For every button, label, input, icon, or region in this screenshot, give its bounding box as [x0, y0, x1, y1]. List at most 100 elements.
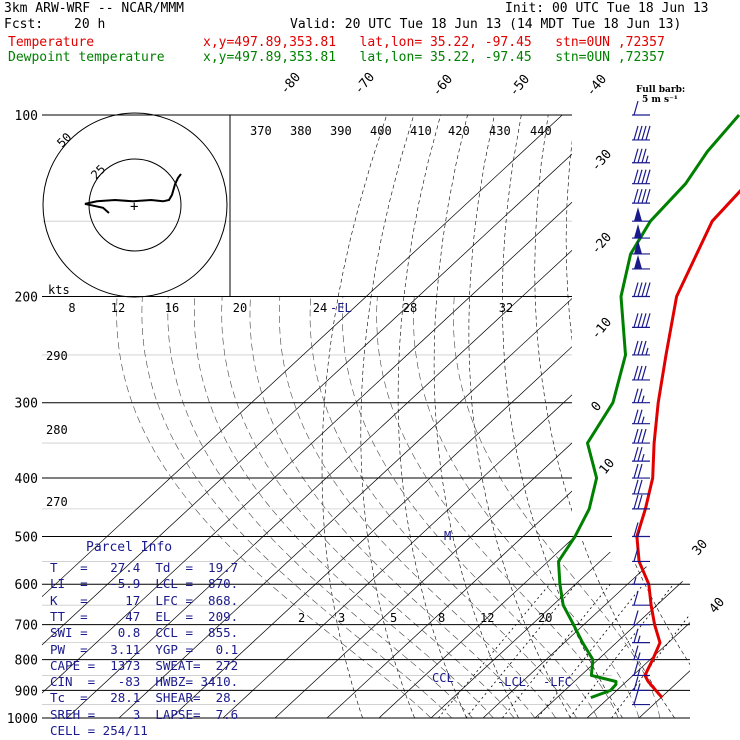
isotherm-line [42, 115, 563, 718]
hodograph-trace [84, 173, 182, 214]
wind-barb [632, 610, 650, 626]
wind-barb [632, 239, 650, 255]
isotherm-line [42, 115, 667, 718]
moist-adiabat-line [279, 296, 557, 718]
valid-time: Valid: 20 UTC Tue 18 Jun 13 (14 MDT Tue … [290, 17, 682, 32]
temperature-location: x,y=497.89,353.81 lat,lon= 35.22, -97.45… [203, 35, 665, 50]
wind-barb [632, 591, 650, 606]
mixing-ratio-label: 2 [298, 611, 305, 625]
theta-label: 420 [448, 124, 470, 138]
isotherm-tick-label: -50 [507, 72, 534, 100]
isotherm-tick-label: -70 [352, 70, 379, 98]
moist-adiabat-line [453, 296, 661, 718]
mixing-ratio-label: 8 [438, 611, 445, 625]
pressure-tick-label: 400 [15, 472, 38, 487]
init-time: Init: 00 UTC Tue 18 Jun 13 [505, 1, 709, 16]
isotherm-line [222, 115, 690, 718]
mixing-ratio-label: 12 [480, 611, 494, 625]
pressure-tick-label: 1000 [7, 712, 38, 727]
speed-scale-label: 8 [68, 301, 75, 315]
speed-scale-label: 28 [403, 301, 417, 315]
isotherm-tick-label: -40 [584, 72, 611, 100]
theta-label: 290 [46, 349, 68, 363]
parcel-info-row: CIN = -83 HWBZ= 3410. [50, 674, 239, 690]
mixing-ratio-label: 3 [338, 611, 345, 625]
isotherm-tick-label: -60 [430, 72, 457, 100]
theta-label: 270 [46, 495, 68, 509]
isotherm-line [482, 115, 690, 718]
pressure-tick-label: 900 [15, 684, 38, 699]
hodograph-ring [42, 112, 228, 298]
parcel-info-row: SWI = 0.8 CCL = 855. [50, 625, 239, 641]
isotherm-line [378, 115, 690, 718]
pressure-tick-label: 700 [15, 619, 38, 634]
theta-label: 370 [250, 124, 272, 138]
level-marker-label: -LCL [497, 675, 526, 689]
wind-barb [632, 479, 650, 495]
wind-barb [632, 446, 650, 462]
barb-legend-title: Full barb: [636, 85, 686, 95]
theta-label: 440 [530, 124, 552, 138]
isotherm-line [170, 115, 690, 718]
parcel-info-title: Parcel Info [86, 540, 173, 555]
dry-adiabat-line [397, 115, 467, 718]
wind-barb [632, 409, 650, 425]
dry-adiabat-line [468, 115, 571, 718]
theta-label: 380 [290, 124, 312, 138]
isotherm-tick-label: 10 [597, 456, 619, 478]
pressure-tick-label: 100 [15, 109, 38, 124]
forecast-hours: 20 h [74, 17, 106, 32]
parcel-info-row: K = 17 LFC = 868. [50, 592, 239, 608]
isotherm-tick-label: 30 [690, 537, 712, 559]
parcel-info-row: TT = 47 EL = 209. [50, 608, 239, 624]
isotherm-tick-label: -80 [278, 70, 305, 98]
pressure-tick-label: 800 [15, 654, 38, 669]
speed-scale-label: 20 [233, 301, 247, 315]
isotherm-line [430, 115, 690, 718]
parcel-info-row: CAPE = 1373 SWEAT= 272 [50, 657, 239, 673]
wind-barb [632, 313, 651, 328]
parcel-info-row: PW = 3.11 YGP = 0.1 [50, 641, 239, 657]
mixing-ratio-line [537, 583, 644, 718]
speed-scale-label: 12 [111, 301, 125, 315]
wind-barb [632, 522, 650, 538]
isotherm-line [42, 115, 615, 718]
dry-adiabat-line [321, 115, 387, 718]
wind-barb [632, 254, 650, 270]
speed-scale-label: 24 [313, 301, 327, 315]
isotherm-tick-label: 0 [589, 399, 606, 415]
wind-barb [632, 463, 650, 479]
wind-barb [632, 547, 650, 563]
hodograph-units-label: kts [48, 283, 70, 297]
wind-barb [632, 690, 650, 706]
wind-barb [632, 207, 650, 222]
wind-barbs [632, 100, 651, 706]
barb-legend-units: 5 m s⁻¹ [642, 95, 678, 105]
dry-adiabat-line [501, 115, 623, 718]
dewpoint-location: x,y=497.89,353.81 lat,lon= 35.22, -97.45… [203, 50, 665, 65]
moist-adiabat-line [413, 296, 640, 718]
wind-barb [632, 148, 650, 164]
speed-scale-label: 16 [165, 301, 179, 315]
level-marker-label: CCL [432, 671, 454, 685]
pressure-tick-label: 500 [15, 530, 38, 545]
wind-barb [632, 125, 651, 141]
parcel-info-row: Tc = 28.1 SHEAR= 28. [50, 690, 239, 706]
hodograph: 25 50 kts 8 12 16 20 24 28 32 + [42, 112, 513, 315]
theta-label: 390 [330, 124, 352, 138]
pressure-tick-label: 300 [15, 397, 38, 412]
wind-barb [632, 169, 651, 185]
dry-adiabat-line [596, 115, 690, 718]
wind-barb [632, 388, 650, 404]
speed-scale-label: 32 [499, 301, 513, 315]
isotherm-tick-label: -20 [589, 230, 616, 258]
moist-adiabat-line [221, 296, 515, 718]
parcel-info-row: T = 27.4 Td = 19.7 [50, 560, 239, 575]
theta-label: 410 [410, 124, 432, 138]
wind-barb [632, 577, 650, 585]
hodograph-origin-mark: + [130, 199, 138, 215]
theta-label: 400 [370, 124, 392, 138]
isotherm-line [534, 115, 690, 718]
dewpoint-legend: Dewpoint temperature [8, 50, 165, 65]
